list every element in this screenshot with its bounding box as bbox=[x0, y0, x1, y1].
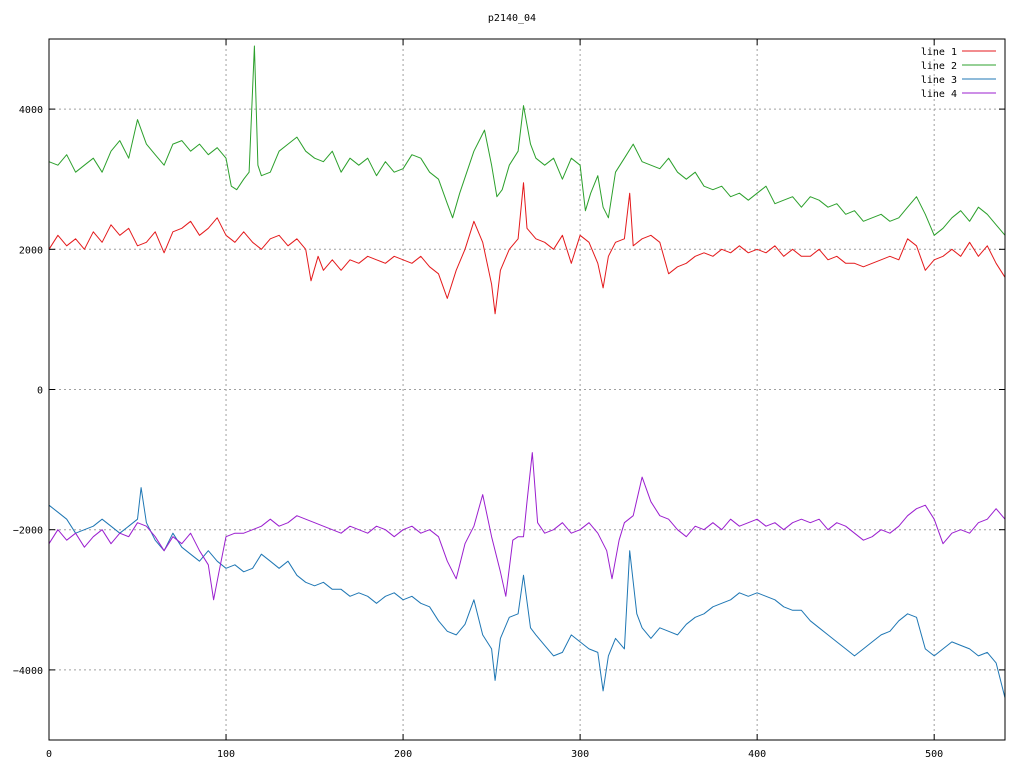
y-tick-label: −2000 bbox=[13, 526, 43, 537]
legend: line 1 line 2 line 3 line 4 bbox=[921, 47, 996, 100]
x-tick-label: 500 bbox=[925, 749, 943, 760]
series-line-2 bbox=[48, 45, 1006, 236]
legend-label: line 2 bbox=[921, 61, 957, 72]
legend-label: line 3 bbox=[921, 75, 957, 86]
y-tick-label: 4000 bbox=[19, 105, 43, 116]
series-line-1 bbox=[48, 182, 1006, 315]
chart-title: p2140_04 bbox=[488, 13, 536, 24]
series-line-3 bbox=[48, 487, 1006, 699]
grid-layer bbox=[49, 39, 1005, 740]
y-tick-label: −4000 bbox=[13, 666, 43, 677]
tick-layer: 0 100 200 300 400 500 −4000 −2000 0 2000 4000 bbox=[13, 39, 1005, 760]
y-tick-label: 2000 bbox=[19, 245, 43, 256]
x-tick-label: 100 bbox=[217, 749, 235, 760]
x-tick-label: 0 bbox=[46, 749, 52, 760]
x-tick-label: 200 bbox=[394, 749, 412, 760]
series-layer bbox=[48, 45, 1006, 699]
x-tick-label: 300 bbox=[571, 749, 589, 760]
legend-label: line 1 bbox=[921, 47, 957, 58]
series-line-4 bbox=[48, 452, 1006, 601]
plot-frame bbox=[48, 38, 1006, 741]
y-tick-label: 0 bbox=[37, 386, 43, 397]
legend-label: line 4 bbox=[921, 89, 957, 100]
x-tick-label: 400 bbox=[748, 749, 766, 760]
